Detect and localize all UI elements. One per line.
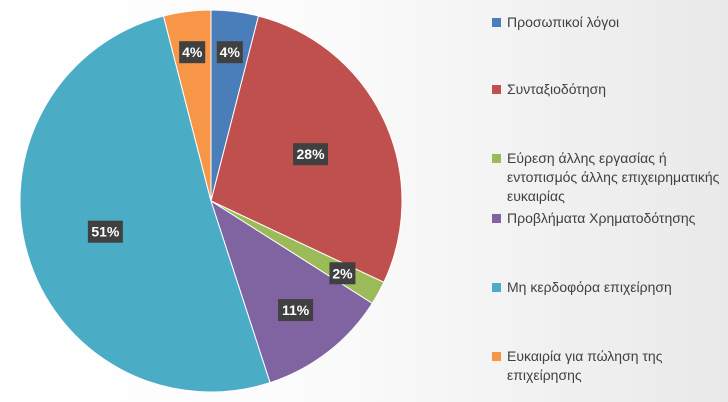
pie-slice-3	[210, 199, 373, 384]
pie-slice-4	[19, 15, 271, 393]
data-label-box	[278, 299, 314, 322]
data-label-text: 11%	[282, 302, 310, 318]
legend-item-sale-opportunity: Ευκαιρία για πώληση της επιχείρησης	[492, 347, 722, 385]
legend-item-other-job: Εύρεση άλλης εργασίας ή εντοπισμός άλλης…	[492, 149, 722, 206]
legend-label: Μη κερδοφόρα επιχείρηση	[507, 279, 672, 295]
data-label-box	[179, 41, 206, 64]
data-label-text: 2%	[332, 265, 353, 281]
legend-item-financing-problems: Προβλήματα Χρηματοδότησης	[492, 209, 722, 228]
pie-chart: 4% 28% 2% 11% 51% 4%	[19, 9, 403, 393]
data-label-box	[293, 143, 329, 166]
data-label-box	[87, 220, 123, 243]
data-label-2: 2%	[329, 262, 356, 285]
data-label-4: 51%	[87, 220, 123, 243]
legend: Προσωπικοί λόγοι Συνταξιοδότηση Εύρεση ά…	[492, 0, 728, 402]
legend-swatch	[492, 214, 501, 223]
legend-label: Συνταξιοδότηση	[507, 81, 607, 97]
legend-label: Ευκαιρία για πώληση της επιχείρησης	[507, 348, 663, 383]
data-label-text: 4%	[182, 44, 203, 60]
data-label-5: 4%	[179, 41, 206, 64]
data-label-3: 11%	[278, 299, 314, 322]
data-label-text: 4%	[220, 44, 241, 60]
legend-swatch	[492, 18, 501, 27]
data-label-0: 4%	[216, 41, 243, 64]
legend-swatch	[492, 352, 501, 361]
data-label-1: 28%	[293, 143, 329, 166]
legend-label: Εύρεση άλλης εργασίας ή εντοπισμός άλλης…	[507, 150, 720, 204]
legend-item-personal-reasons: Προσωπικοί λόγοι	[492, 13, 722, 32]
legend-item-unprofitable-business: Μη κερδοφόρα επιχείρηση	[492, 278, 722, 297]
legend-label: Προσωπικοί λόγοι	[507, 14, 620, 30]
legend-swatch	[492, 85, 501, 94]
data-label-box	[329, 262, 356, 285]
legend-swatch	[492, 283, 501, 292]
legend-swatch	[492, 154, 501, 163]
data-label-text: 28%	[297, 146, 326, 162]
legend-label: Προβλήματα Χρηματοδότησης	[507, 210, 696, 226]
data-label-box	[216, 41, 243, 64]
legend-item-retirement: Συνταξιοδότηση	[492, 80, 722, 99]
data-label-text: 51%	[91, 224, 120, 240]
